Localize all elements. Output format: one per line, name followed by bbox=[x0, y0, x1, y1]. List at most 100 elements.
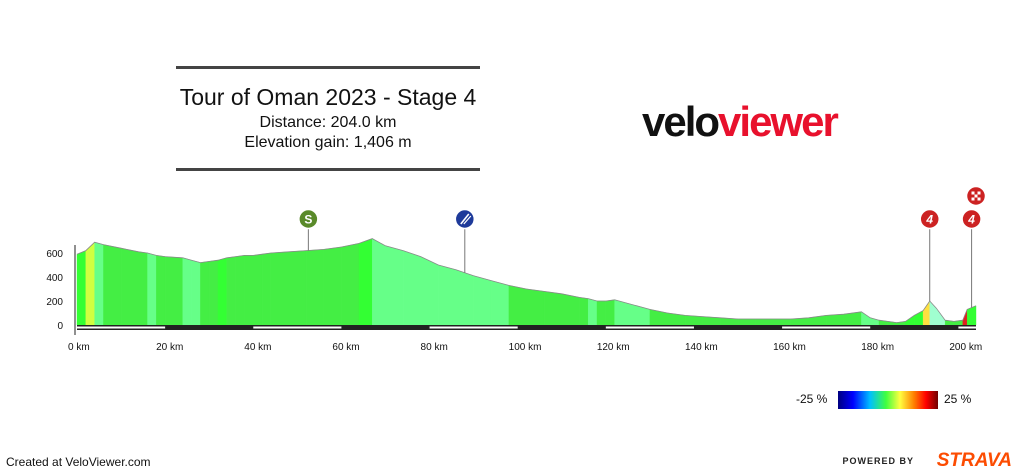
profile-outline bbox=[76, 238, 977, 324]
sprint-marker-circle bbox=[298, 208, 319, 230]
x-tick-label: 100 km bbox=[509, 342, 542, 353]
profile-segment bbox=[649, 309, 668, 326]
profile-segment bbox=[455, 269, 474, 326]
distance-bar-white-segment bbox=[958, 326, 1024, 329]
profile-segment bbox=[420, 256, 439, 326]
profile-segment bbox=[253, 253, 263, 326]
elevation-gain-text: Elevation gain: 1,406 m bbox=[244, 134, 412, 151]
checkered-flag-cell bbox=[971, 197, 975, 201]
profile-segment bbox=[596, 300, 607, 326]
kom-marker-circle bbox=[961, 208, 982, 230]
profile-segment bbox=[76, 250, 87, 326]
profile-segment bbox=[543, 291, 562, 326]
profile-segment bbox=[235, 255, 245, 326]
kom-marker-label: 4 bbox=[925, 213, 933, 227]
title-rule-top bbox=[176, 66, 480, 69]
checkered-flag-cell bbox=[977, 194, 981, 198]
veloviewer-logo: veloviewer bbox=[642, 98, 839, 146]
profile-segment bbox=[561, 293, 580, 326]
distance-bar-white-segment bbox=[253, 326, 342, 329]
profile-segment bbox=[182, 257, 192, 326]
profile-segment bbox=[632, 304, 651, 326]
gradient-legend: -25 % 25 % bbox=[796, 389, 976, 411]
created-at-text: Created at VeloViewer.com bbox=[6, 455, 151, 469]
profile-segment bbox=[200, 261, 210, 326]
profile-segment bbox=[438, 264, 457, 326]
y-tick-label: 0 bbox=[57, 321, 63, 332]
profile-segment bbox=[587, 298, 598, 326]
knife-icon bbox=[463, 215, 472, 225]
title-rule-bottom bbox=[176, 168, 480, 171]
kom-marker-circle bbox=[919, 208, 940, 230]
profile-segment bbox=[579, 297, 589, 326]
fork-icon bbox=[460, 213, 470, 225]
distance-bar bbox=[77, 325, 976, 330]
x-tick-label: 140 km bbox=[685, 342, 718, 353]
kom-marker-label: 4 bbox=[967, 213, 975, 227]
stage-title: Tour of Oman 2023 - Stage 4 bbox=[179, 84, 477, 110]
profile-segment bbox=[217, 257, 228, 326]
distance-bar-white-segment bbox=[605, 326, 694, 329]
powered-by-text: POWERED BY bbox=[842, 456, 914, 466]
profile-segment bbox=[922, 300, 930, 326]
x-tick-label: 40 km bbox=[244, 342, 271, 353]
x-tick-label: 200 km bbox=[949, 342, 982, 353]
x-tick-label: 20 km bbox=[156, 342, 183, 353]
profile-segment bbox=[103, 244, 122, 326]
profile-segment bbox=[773, 318, 792, 326]
profile-segment bbox=[358, 238, 373, 326]
y-tick-label: 600 bbox=[46, 249, 63, 260]
x-tick-label: 180 km bbox=[861, 342, 894, 353]
profile-segment bbox=[861, 311, 871, 326]
y-tick-label: 200 bbox=[46, 297, 63, 308]
y-tick-label: 400 bbox=[46, 273, 63, 284]
profile-segment bbox=[244, 255, 254, 326]
profile-segment bbox=[156, 255, 166, 326]
profile-segment bbox=[147, 252, 157, 326]
checkered-flag-cell bbox=[974, 191, 978, 195]
gradient-color-bar bbox=[838, 391, 938, 409]
checkered-flag-cell bbox=[974, 194, 978, 198]
profile-segment bbox=[825, 313, 844, 326]
distance-bar-white-segment bbox=[77, 326, 166, 329]
profile-segment bbox=[226, 256, 236, 326]
profile-segment bbox=[755, 318, 774, 326]
x-tick-label: 60 km bbox=[332, 342, 359, 353]
gradient-max-label: 25 % bbox=[944, 392, 972, 406]
checkered-flag-cell bbox=[971, 194, 975, 198]
logo-part-velo: velo bbox=[642, 98, 720, 145]
x-tick-label: 160 km bbox=[773, 342, 806, 353]
checkered-flag-cell bbox=[977, 197, 981, 201]
elevation-profile-chart: 0 200 400 600 0 km 20 km 40 km 60 km 80 km 100 km… bbox=[46, 186, 1024, 353]
profile-segment bbox=[94, 241, 104, 326]
profile-segment bbox=[491, 280, 510, 326]
profile-segment bbox=[936, 307, 946, 326]
profile-segment bbox=[526, 288, 545, 326]
checkered-flag-cell bbox=[971, 191, 975, 195]
distance-bar-white-segment bbox=[782, 326, 871, 329]
profile-segment bbox=[323, 246, 342, 326]
strava-logo: STRAVA bbox=[936, 450, 1012, 471]
profile-segment bbox=[372, 238, 386, 326]
profile-segment bbox=[138, 251, 148, 326]
profile-segment bbox=[209, 259, 219, 326]
profile-segment bbox=[341, 243, 360, 326]
profile-segment bbox=[305, 249, 324, 326]
profile-segment bbox=[737, 318, 756, 326]
title-block: Tour of Oman 2023 - Stage 4 Distance: 20… bbox=[176, 66, 480, 172]
profile-segment bbox=[261, 252, 272, 326]
profile-segment bbox=[164, 256, 183, 326]
profile-segment bbox=[270, 251, 289, 326]
distance-bar-white-segment bbox=[429, 326, 518, 329]
checkered-flag-cell bbox=[977, 191, 981, 195]
profile-segment bbox=[120, 247, 139, 326]
profile-segment bbox=[191, 259, 201, 326]
x-tick-label: 80 km bbox=[421, 342, 448, 353]
profile-segment bbox=[385, 245, 404, 326]
x-tick-label: 120 km bbox=[597, 342, 630, 353]
distance-text: Distance: 204.0 km bbox=[259, 114, 397, 131]
profile-segment bbox=[684, 315, 703, 326]
x-tick-label: 0 km bbox=[68, 342, 90, 353]
profile-segment bbox=[85, 241, 95, 326]
profile-segment bbox=[402, 250, 421, 326]
